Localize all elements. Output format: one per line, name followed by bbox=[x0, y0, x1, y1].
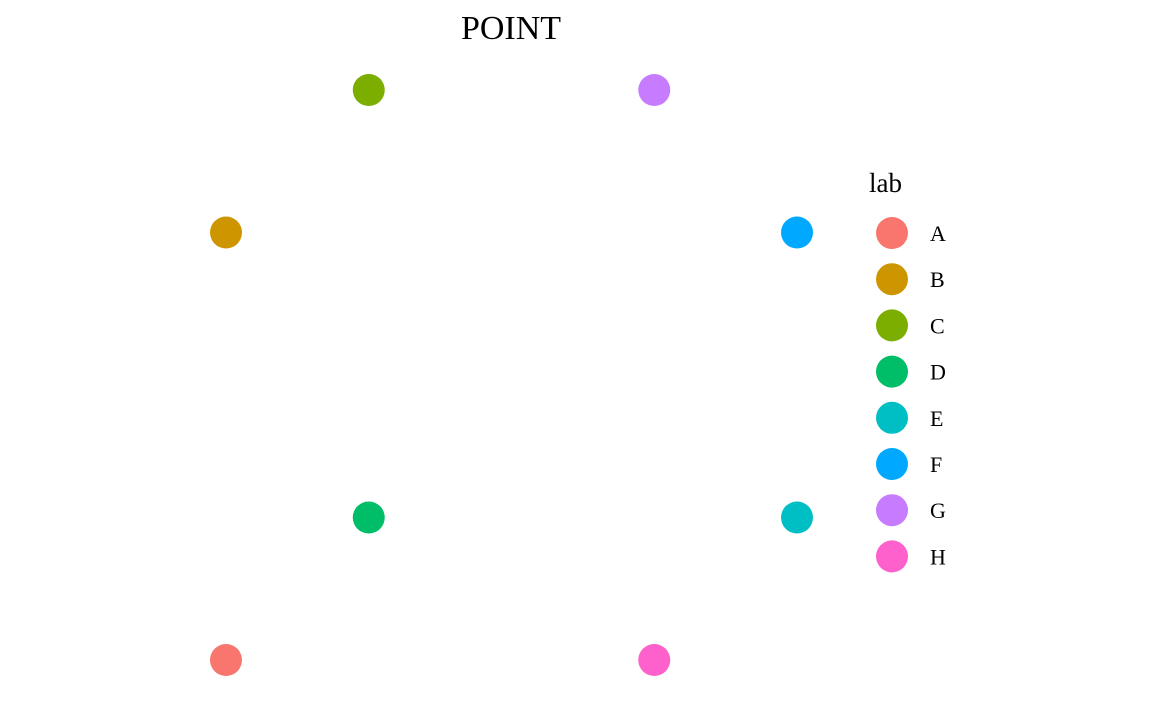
chart-title: POINT bbox=[461, 10, 561, 47]
data-point-d bbox=[352, 501, 385, 534]
legend-label-g: G bbox=[930, 498, 946, 523]
data-point-g bbox=[638, 74, 671, 106]
points-layer bbox=[210, 74, 813, 676]
data-point-f bbox=[781, 216, 813, 249]
legend-label-c: C bbox=[930, 313, 945, 338]
data-point-c bbox=[352, 74, 385, 106]
legend-key-g bbox=[876, 494, 908, 527]
legend-key-f bbox=[876, 448, 908, 480]
legend-key-e bbox=[876, 401, 908, 434]
legend-title: lab bbox=[869, 168, 902, 198]
data-point-a bbox=[210, 644, 242, 676]
legend-label-h: H bbox=[930, 544, 946, 569]
legend-label-f: F bbox=[930, 452, 942, 477]
legend-key-d bbox=[876, 355, 908, 388]
legend-label-a: A bbox=[930, 221, 946, 246]
legend-label-e: E bbox=[930, 406, 943, 431]
legend-label-b: B bbox=[930, 267, 945, 292]
data-point-e bbox=[781, 501, 813, 534]
legend-key-c bbox=[876, 309, 908, 342]
legend-key-a bbox=[876, 217, 908, 249]
data-point-h bbox=[638, 644, 671, 676]
legend-label-d: D bbox=[930, 360, 946, 385]
data-point-b bbox=[210, 216, 242, 249]
legend-key-h bbox=[876, 540, 908, 573]
legend-key-b bbox=[876, 263, 908, 296]
